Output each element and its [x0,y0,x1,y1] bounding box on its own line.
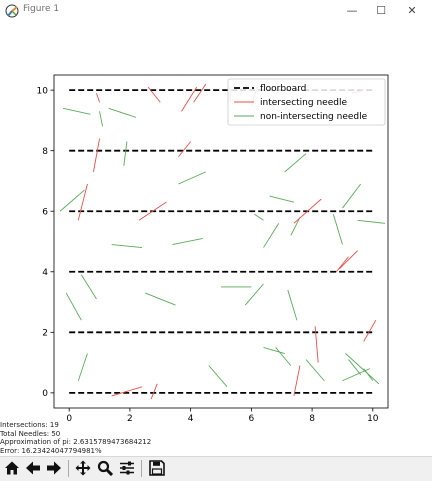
non-intersecting-needle [65,292,82,321]
legend-label: floorboard [260,84,306,94]
x-tick-label: 6 [248,414,254,424]
total-needles: Total Needles: 50 [0,429,61,438]
x-tick-label: 2 [127,414,133,424]
home-icon [5,461,19,475]
forward-button[interactable] [44,458,64,478]
intersecting-needle [293,198,322,224]
status-readout: Intersections: 19 Total Needles: 50 Appr… [0,421,151,455]
legend-label: intersecting needle [260,98,347,108]
magnifier-icon [97,460,113,476]
arrow-right-icon [47,461,61,475]
non-intersecting-needle [59,189,85,212]
non-intersecting-needle [290,217,301,236]
y-tick-label: 10 [37,86,49,96]
y-tick-label: 2 [42,329,48,339]
sliders-icon [120,461,134,475]
intersecting-needle [150,383,158,400]
matplotlib-app-icon [5,4,19,18]
minimize-button[interactable]: — [346,4,358,17]
x-tick-label: 4 [188,414,194,424]
axes-frame [53,74,389,409]
x-tick-label: 8 [309,414,315,424]
non-intersecting-needle [342,368,370,382]
non-intersecting-needle [357,219,386,224]
intersecting-needle [181,86,198,112]
x-tick-label: 0 [66,414,72,424]
configure-subplots-button[interactable] [117,458,137,478]
non-intersecting-needle [80,274,97,300]
intersecting-needle [339,250,358,270]
non-intersecting-needle [263,347,285,354]
zoom-button[interactable] [95,458,115,478]
y-tick-label: 8 [42,147,48,157]
toolbar-separator [141,460,142,477]
non-intersecting-needle [178,171,207,185]
pi-approximation: Approximation of pi: 2.6315789473684212 [0,438,152,447]
intersecting-needle [96,93,100,103]
intersecting-needle [93,138,100,172]
intersecting-needle [363,319,377,342]
floppy-disk-icon [149,460,165,476]
y-tick-label: 6 [42,207,48,217]
toolbar-separator [68,460,69,477]
non-intersecting-needle [345,353,380,385]
save-button[interactable] [147,458,167,478]
figure-canvas[interactable]: 0 2 4 6 8 10 0 2 4 6 8 10 floorboard intersecting nee… [0,22,432,458]
legend-box [227,78,386,126]
intersecting-needle [111,386,143,397]
x-tick-label: 10 [367,414,379,424]
y-tick-label: 0 [42,389,48,399]
intersecting-needle [77,183,88,221]
navigation-toolbar [0,456,432,481]
non-intersecting-needle [284,153,307,173]
intersecting-needle [336,256,349,273]
non-intersecting-needle [99,111,104,127]
back-button[interactable] [23,458,43,478]
intersections-count: Intersections: 19 [0,421,59,429]
intersecting-needle [314,326,319,363]
intersecting-needle [293,365,301,396]
non-intersecting-needle [269,195,294,203]
non-intersecting-needle [263,223,280,248]
non-intersecting-needle [254,213,264,221]
legend-label: non-intersecting needle [260,112,368,122]
non-intersecting-needle [77,353,88,381]
non-intersecting-needle [305,359,325,382]
intersecting-needle [147,86,161,103]
intersecting-needle [193,83,207,103]
non-intersecting-needle [63,107,91,115]
non-intersecting-needle [123,141,128,166]
non-intersecting-needle [287,289,298,321]
home-button[interactable] [2,458,22,478]
close-button[interactable]: ✕ [407,4,417,17]
y-tick-label: 4 [42,268,48,278]
non-intersecting-needle [348,359,362,375]
non-intersecting-needle [342,183,362,209]
move-icon [75,460,91,476]
non-intersecting-needle [244,283,264,306]
maximize-button[interactable]: ☐ [376,4,386,17]
intersecting-needle [178,141,191,158]
non-intersecting-needle [208,365,228,388]
error-percentage: Error: 16.23424047794981% [0,446,102,455]
arrow-left-icon [26,461,40,475]
title-bar: Figure 1 — ☐ ✕ [0,0,432,22]
non-intersecting-needle [108,107,137,118]
non-intersecting-needle [111,244,143,249]
non-intersecting-needle [275,347,292,366]
intersecting-needle [138,201,167,221]
pan-button[interactable] [73,458,93,478]
non-intersecting-needle [144,292,176,306]
needle-plot: 0 2 4 6 8 10 0 2 4 6 8 10 floorboard intersecting nee… [37,74,389,424]
window-title: Figure 1 [23,4,60,14]
non-intersecting-needle [172,238,203,245]
non-intersecting-needle [332,214,343,245]
